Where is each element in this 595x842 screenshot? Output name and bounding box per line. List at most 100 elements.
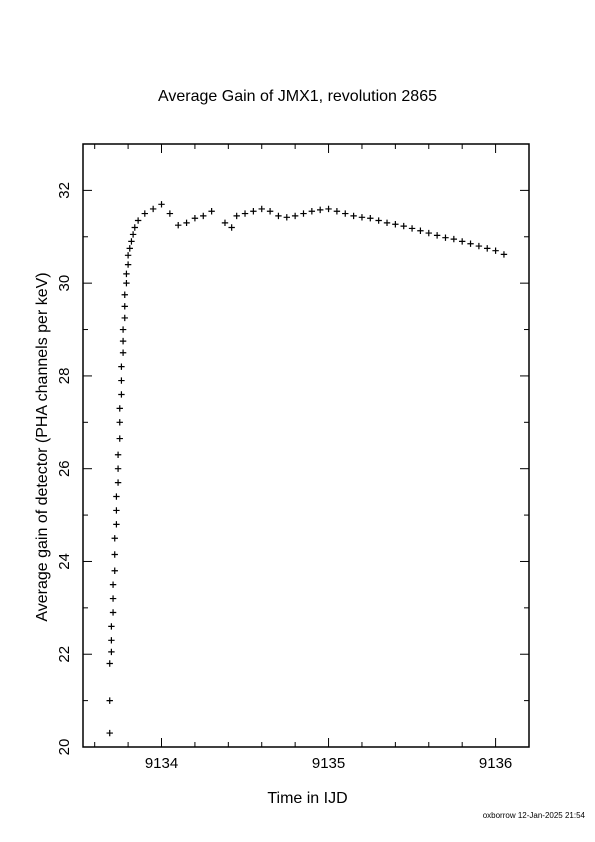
data-point xyxy=(118,391,125,398)
data-point xyxy=(109,581,117,588)
x-axis-label: Time in IJD xyxy=(267,790,348,807)
data-point xyxy=(118,377,125,384)
data-point xyxy=(116,405,123,412)
data-point xyxy=(124,252,132,259)
data-point xyxy=(114,465,122,472)
data-point xyxy=(241,210,249,217)
data-point xyxy=(392,221,399,228)
data-point xyxy=(116,419,123,426)
data-point xyxy=(221,219,229,227)
data-point xyxy=(333,208,341,215)
chart-title: Average Gain of JMX1, revolution 2865 xyxy=(158,88,437,105)
data-point xyxy=(123,279,130,287)
data-point xyxy=(141,210,149,217)
data-point xyxy=(114,479,122,486)
data-point xyxy=(450,235,458,243)
data-point xyxy=(408,225,416,232)
data-point xyxy=(106,660,113,667)
data-point xyxy=(283,214,290,221)
data-point xyxy=(109,609,117,616)
data-point xyxy=(119,337,127,345)
data-point xyxy=(121,303,128,310)
data-point xyxy=(475,242,483,250)
data-point xyxy=(149,205,157,213)
data-point xyxy=(166,210,174,217)
data-point xyxy=(108,637,115,644)
data-point xyxy=(266,208,274,215)
data-point xyxy=(250,208,257,215)
y-tick-label: 24 xyxy=(56,553,73,570)
data-point xyxy=(108,623,115,630)
data-point xyxy=(128,238,135,245)
data-point xyxy=(316,206,324,214)
data-point xyxy=(433,232,441,239)
data-point xyxy=(500,251,508,258)
data-point xyxy=(111,551,118,558)
data-points xyxy=(106,201,508,737)
data-point xyxy=(124,261,132,268)
y-axis-label: Average gain of detector (PHA channels p… xyxy=(34,272,51,622)
data-point xyxy=(275,212,282,220)
y-tick-label: 26 xyxy=(56,460,73,477)
data-point xyxy=(300,210,307,217)
data-point xyxy=(119,326,127,333)
data-point xyxy=(308,208,316,215)
y-tick-label: 32 xyxy=(56,182,73,199)
data-point xyxy=(258,205,265,213)
data-point xyxy=(400,222,407,230)
data-point xyxy=(342,210,349,217)
x-tick-label: 9135 xyxy=(312,755,345,772)
axis-tick-labels: 9134 9135 9136 20 22 24 26 28 30 32 xyxy=(56,182,512,772)
data-point xyxy=(111,535,118,542)
data-point xyxy=(350,212,357,220)
data-point xyxy=(106,697,113,704)
data-point xyxy=(183,219,190,227)
data-point xyxy=(484,245,491,252)
data-point xyxy=(442,234,449,241)
data-point xyxy=(116,435,123,442)
data-point xyxy=(131,224,138,231)
data-point xyxy=(134,217,142,224)
data-point xyxy=(126,245,133,252)
data-point xyxy=(425,229,432,237)
data-point xyxy=(113,493,120,500)
data-point xyxy=(367,215,374,222)
data-point xyxy=(467,240,474,247)
data-point xyxy=(108,648,115,656)
data-point xyxy=(191,215,199,222)
data-point xyxy=(118,363,125,370)
x-tick-label: 9134 xyxy=(145,755,178,772)
data-point xyxy=(113,507,120,514)
plot-frame xyxy=(82,143,530,748)
footer-timestamp: oxborrow 12-Jan-2025 21:54 xyxy=(482,811,585,820)
data-point xyxy=(325,205,332,213)
data-point xyxy=(123,270,130,278)
data-point xyxy=(113,521,120,528)
data-point xyxy=(417,227,424,234)
data-point xyxy=(291,212,299,220)
data-point xyxy=(129,231,137,238)
data-point xyxy=(383,219,391,227)
data-point xyxy=(233,212,240,220)
data-point xyxy=(375,217,382,224)
y-tick-label: 28 xyxy=(56,368,73,385)
data-point xyxy=(111,567,118,574)
data-point xyxy=(114,451,122,458)
data-point xyxy=(121,291,128,298)
axis-ticks xyxy=(83,143,530,748)
data-point xyxy=(121,314,128,322)
data-point xyxy=(109,595,117,602)
data-point xyxy=(208,208,215,215)
y-tick-label: 20 xyxy=(56,739,73,756)
y-tick-label: 22 xyxy=(56,646,73,663)
data-point xyxy=(200,212,207,220)
y-tick-label: 30 xyxy=(56,275,73,292)
data-point xyxy=(228,224,235,231)
x-tick-label: 9136 xyxy=(479,755,512,772)
data-point xyxy=(458,238,466,245)
data-point xyxy=(158,201,165,208)
data-point xyxy=(175,221,182,229)
data-point xyxy=(119,349,127,356)
data-point xyxy=(492,247,499,254)
